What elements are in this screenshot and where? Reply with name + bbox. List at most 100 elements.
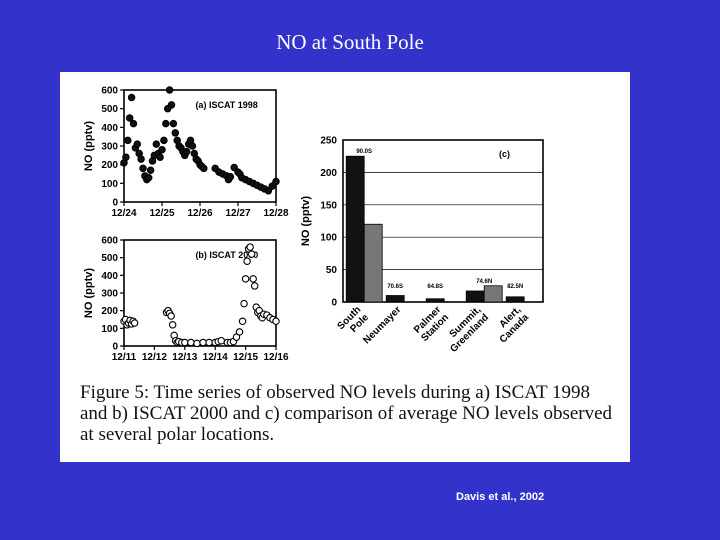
data-point xyxy=(243,257,251,265)
latitude-label: 64.8S xyxy=(427,284,443,290)
x-tick-label: 12/28 xyxy=(263,208,288,219)
data-point xyxy=(250,282,259,290)
data-point xyxy=(122,153,130,161)
y-tick-label: 300 xyxy=(101,142,118,153)
data-point xyxy=(272,317,280,326)
category-label: Alert,Canada xyxy=(490,304,531,345)
data-point xyxy=(125,114,134,122)
category-label: Summit,Greenland xyxy=(441,304,492,355)
data-point xyxy=(146,166,155,175)
data-point xyxy=(205,338,213,347)
x-tick-label: 12/26 xyxy=(187,208,212,219)
data-point xyxy=(240,299,248,308)
data-point xyxy=(235,328,244,336)
x-tick-label: 12/24 xyxy=(111,208,136,219)
data-point xyxy=(168,321,177,329)
latitude-label: 90.0S xyxy=(356,149,372,155)
data-point xyxy=(144,173,153,182)
data-point xyxy=(217,336,226,345)
x-tick-label: 12/25 xyxy=(149,208,174,219)
y-tick-label: 300 xyxy=(101,289,118,300)
category-label: PalmerStation xyxy=(412,304,452,344)
x-tick-label: 12/27 xyxy=(225,208,250,219)
bar-primary xyxy=(505,296,525,303)
data-point xyxy=(169,119,178,128)
y-tick-label: 150 xyxy=(320,200,337,211)
bar-secondary xyxy=(363,223,383,303)
bar-primary xyxy=(345,155,365,303)
y-tick-label: 50 xyxy=(326,265,338,276)
y-tick-label: 600 xyxy=(101,236,118,247)
category-label-part: Neumayer xyxy=(361,304,403,346)
x-tick-label: 12/13 xyxy=(172,352,197,363)
scatter-panel-b: 0 100 200 300 400 500 600 12/11 12/12 12/13 12/14 1… xyxy=(83,236,289,364)
data-point xyxy=(130,319,139,327)
data-point xyxy=(162,119,170,128)
scatter-panel-a: 0 100 200 300 400 500 600 12/24 12/25 12/26 12/27 1… xyxy=(83,86,289,220)
data-point xyxy=(200,164,208,173)
data-point xyxy=(188,142,197,150)
panel-title: (a) ISCAT 1998 xyxy=(195,100,257,110)
y-axis-title: NO (pptv) xyxy=(300,196,312,246)
figure-panel: 0 100 200 300 400 500 600 12/24 12/25 12/26 12/27 1… xyxy=(60,72,630,462)
x-tick-label: 12/15 xyxy=(233,352,258,363)
y-tick-label: 0 xyxy=(112,342,118,353)
data-point xyxy=(127,93,136,102)
x-tick-label: 12/16 xyxy=(263,352,288,363)
data-point xyxy=(181,338,189,347)
y-tick-label: 100 xyxy=(101,324,118,335)
data-point xyxy=(160,136,168,145)
data-point xyxy=(230,163,238,172)
data-point xyxy=(187,338,195,347)
data-point xyxy=(268,182,276,190)
y-tick-label: 100 xyxy=(101,179,118,190)
data-point xyxy=(158,145,166,154)
data-point xyxy=(182,147,191,156)
x-tick-label: 12/12 xyxy=(142,352,167,363)
data-point xyxy=(139,164,147,173)
bar-primary xyxy=(425,298,445,303)
bar-secondary xyxy=(483,285,503,303)
data-point xyxy=(264,187,273,195)
data-point xyxy=(247,250,256,258)
y-tick-label: 400 xyxy=(101,123,118,134)
data-point xyxy=(241,275,250,283)
y-tick-label: 0 xyxy=(112,198,118,209)
y-tick-label: 600 xyxy=(101,86,118,97)
data-point xyxy=(129,119,138,128)
data-point xyxy=(165,86,174,94)
x-tick-label: 12/11 xyxy=(112,352,137,363)
latitude-label: 74.6N xyxy=(476,279,492,285)
data-point xyxy=(249,275,257,283)
y-tick-label: 100 xyxy=(320,233,337,244)
bar-primary xyxy=(385,295,405,303)
y-tick-label: 200 xyxy=(320,168,337,179)
y-tick-label: 0 xyxy=(331,298,337,309)
latitude-label: 82.5N xyxy=(507,284,523,290)
data-point xyxy=(171,129,180,137)
data-point xyxy=(238,317,247,326)
latitude-label: 70.6S xyxy=(387,284,403,290)
x-tick-label: 12/14 xyxy=(203,352,228,363)
data-point xyxy=(199,338,207,347)
citation: Davis et al., 2002 xyxy=(456,491,545,503)
panel-title: (b) ISCAT 2000 xyxy=(195,250,258,260)
data-point xyxy=(246,243,254,251)
panel-title: (c) xyxy=(499,149,510,159)
data-point xyxy=(137,155,145,163)
bar-primary xyxy=(465,290,485,303)
data-point xyxy=(193,339,201,348)
data-point xyxy=(124,136,132,145)
figure-caption: Figure 5: Time series of observed NO lev… xyxy=(80,382,613,445)
y-axis-title: NO (pptv) xyxy=(83,121,95,171)
y-tick-label: 500 xyxy=(101,253,118,264)
y-axis-title: NO (pptv) xyxy=(83,268,95,318)
y-tick-label: 500 xyxy=(101,104,118,115)
y-tick-label: 200 xyxy=(101,160,118,171)
data-point xyxy=(152,140,161,148)
y-tick-label: 250 xyxy=(320,136,337,147)
slide-title: NO at South Pole xyxy=(276,30,424,54)
data-point xyxy=(272,177,280,186)
